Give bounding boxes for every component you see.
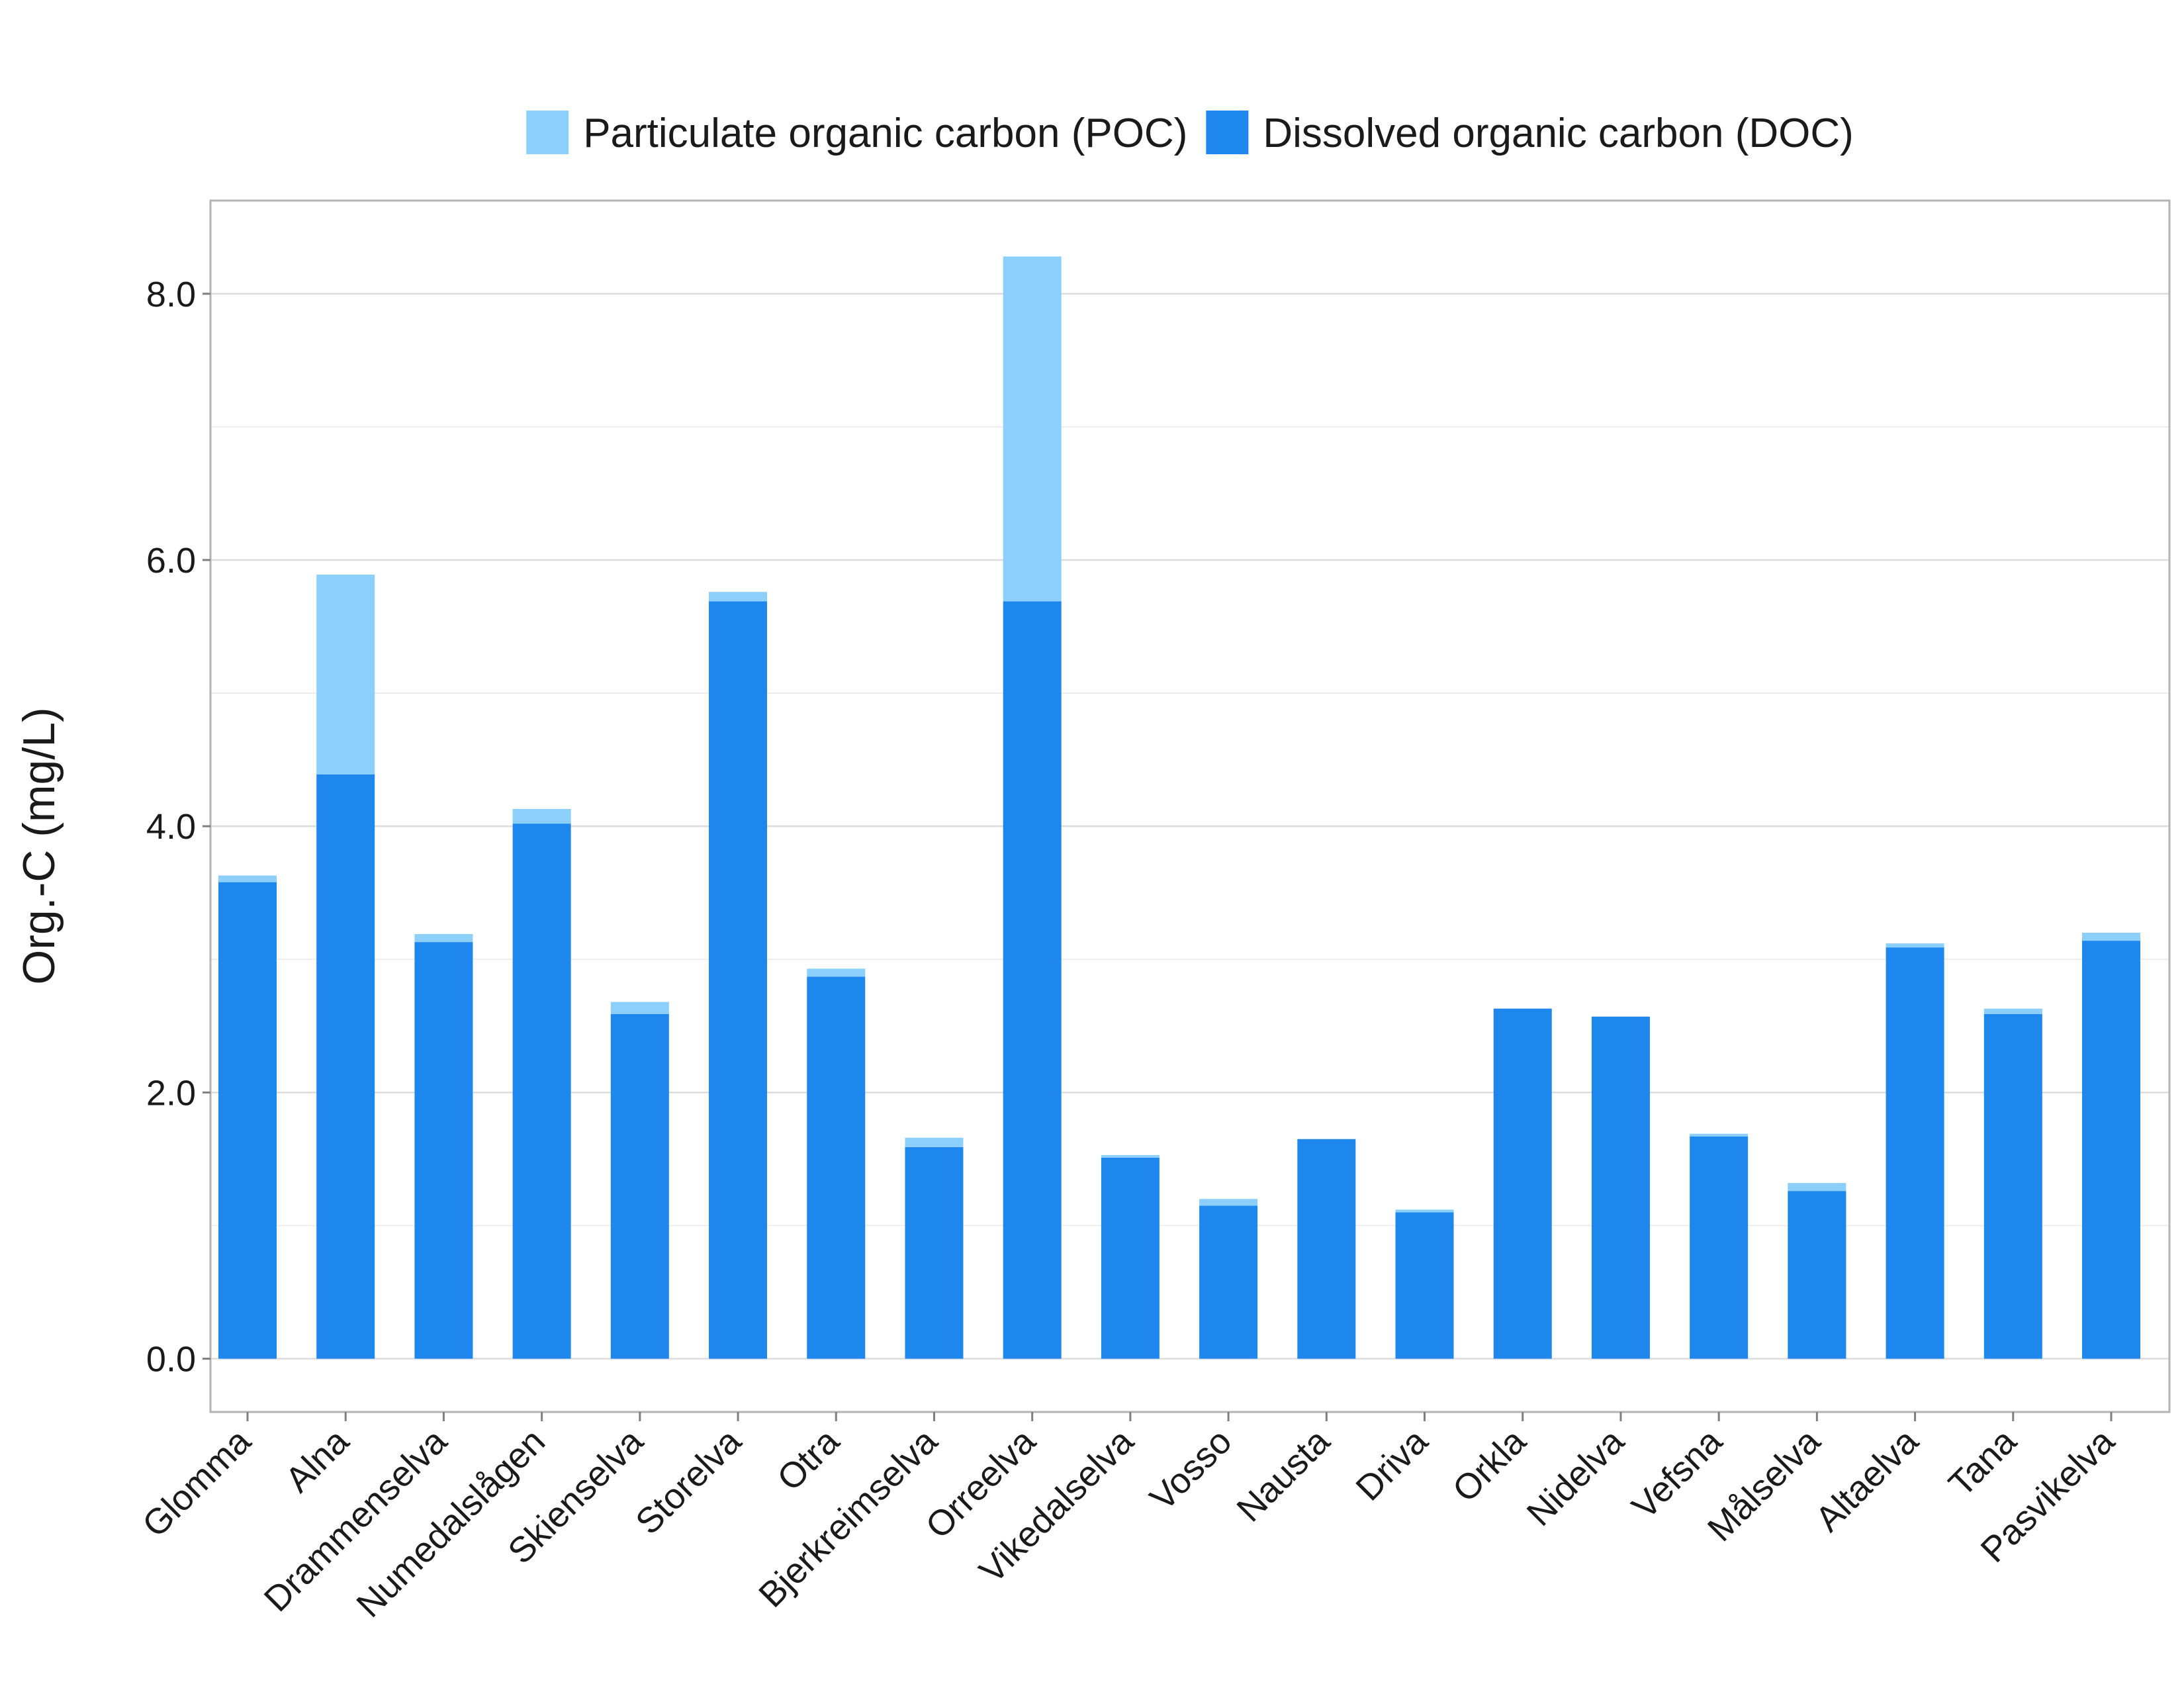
bar-doc <box>1591 1016 1650 1359</box>
y-tick-label: 2.0 <box>146 1073 196 1113</box>
bar-doc <box>512 823 571 1359</box>
bar-doc <box>807 976 866 1359</box>
x-tick-label: Orkla <box>1445 1421 1534 1509</box>
y-tick-label: 0.0 <box>146 1340 196 1380</box>
bar-poc <box>414 934 473 943</box>
bar-poc <box>1983 1008 2042 1014</box>
legend-swatch-poc <box>526 111 569 154</box>
bar-poc <box>807 968 866 977</box>
bar-doc <box>1199 1205 1258 1359</box>
bar-doc <box>1395 1212 1454 1359</box>
bar-doc <box>1297 1139 1356 1359</box>
gridlines <box>210 293 2169 1360</box>
x-tick-label: Nidelva <box>1520 1421 1632 1533</box>
y-tick-label: 8.0 <box>146 275 196 314</box>
bar-doc <box>1003 601 1062 1359</box>
x-tick-label: Tana <box>1941 1421 2025 1504</box>
legend: Particulate organic carbon (POC) Dissolv… <box>526 111 1854 156</box>
bar-poc <box>1395 1209 1454 1213</box>
bar-doc <box>1101 1157 1160 1359</box>
y-axis-title: Org.-C (mg/L) <box>14 707 64 984</box>
bar-poc <box>1690 1133 1749 1137</box>
x-tick-label: Bjerkreimselva <box>751 1421 945 1615</box>
x-tick-label: Vosso <box>1142 1421 1239 1518</box>
y-axis: 0.0 2.0 4.0 6.0 8.0 <box>146 275 210 1380</box>
bar-doc <box>1788 1191 1846 1359</box>
x-tick-label: Nausta <box>1229 1421 1338 1529</box>
x-tick-label: Glomma <box>135 1421 259 1544</box>
bar-doc <box>414 942 473 1359</box>
bar-poc <box>1101 1154 1160 1158</box>
bars <box>218 256 2140 1359</box>
bar-poc <box>512 809 571 824</box>
bar-poc <box>316 575 375 774</box>
bar-poc <box>709 592 768 602</box>
x-tick-label: Alna <box>278 1421 357 1500</box>
y-tick-label: 6.0 <box>146 541 196 581</box>
bar-doc <box>218 882 277 1359</box>
bar-poc <box>218 875 277 882</box>
x-axis: Glomma AlnaDrammenselvaNumedalslågenSkien… <box>135 1412 2122 1625</box>
bar-poc <box>1886 943 1944 948</box>
bar-poc <box>1003 256 1062 602</box>
bar-poc <box>2082 933 2140 941</box>
bar-doc <box>709 601 768 1359</box>
x-tick-label: Otra <box>770 1421 847 1498</box>
bar-poc <box>905 1137 964 1147</box>
bar-doc <box>1493 1008 1552 1359</box>
legend-label-poc: Particulate organic carbon (POC) <box>583 111 1187 156</box>
bar-poc <box>1199 1199 1258 1206</box>
bar-doc <box>1690 1136 1749 1359</box>
legend-swatch-doc <box>1206 111 1249 154</box>
bar-doc <box>1983 1013 2042 1359</box>
x-tick-label: Altaelva <box>1808 1421 1927 1539</box>
bar-doc <box>2082 941 2140 1359</box>
y-tick-label: 4.0 <box>146 807 196 847</box>
legend-label-doc: Dissolved organic carbon (DOC) <box>1263 111 1853 156</box>
x-tick-label: Storelva <box>628 1421 749 1542</box>
bar-doc <box>610 1013 669 1359</box>
bar-doc <box>905 1147 964 1359</box>
bar-doc <box>316 774 375 1359</box>
bar-doc <box>1886 947 1944 1359</box>
bar-poc <box>610 1002 669 1014</box>
bar-poc <box>1788 1183 1846 1192</box>
plot-frame <box>209 199 2171 1413</box>
x-tick-label: Driva <box>1348 1421 1435 1508</box>
